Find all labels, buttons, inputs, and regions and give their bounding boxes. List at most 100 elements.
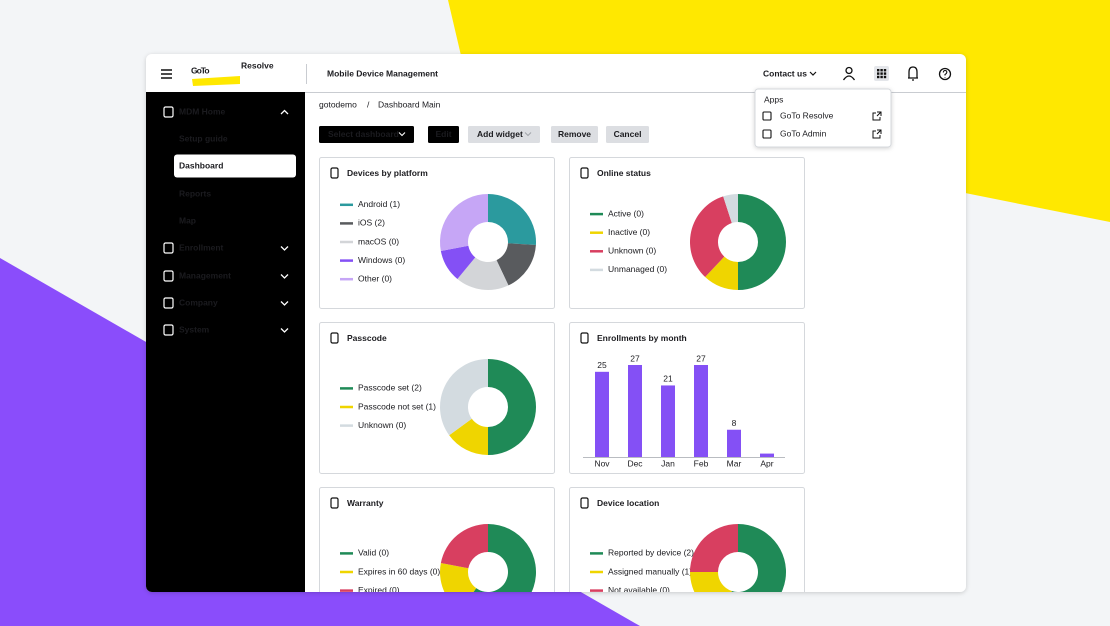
legend-label: Not available (0) [608,585,670,595]
donut-segment [690,524,738,572]
bar-category-label: Feb [694,458,709,468]
sidebar-item[interactable]: Management [179,270,231,280]
widget-title: Passcode [347,333,387,343]
widget-title: Devices by platform [347,168,428,178]
sidebar-chevron[interactable] [280,301,289,306]
donut-segment [440,359,488,436]
external-link-icon[interactable] [872,111,882,121]
apps-icon-dot [883,69,887,72]
donut-segment [723,194,738,223]
sidebar-item[interactable]: Map [179,215,196,225]
apps-icon-dot [880,72,883,75]
toolbar-button-label: Edit [435,129,451,139]
logo-product: Resolve [241,60,274,70]
logo: GoTo [191,65,209,75]
window-content: GoTo Resolve Mobile Device Management Conta… [146,60,966,595]
toolbar-button[interactable] [551,126,598,143]
sidebar-selected[interactable] [174,154,296,178]
bar-value-label: 25 [597,360,607,370]
legend-label: Active (0) [608,208,644,218]
legend-label: Other (0) [358,273,392,283]
bell-icon[interactable] [908,66,918,81]
header-title: Mobile Device Management [327,68,438,78]
bar [628,365,642,457]
widget-icon [580,332,589,344]
sidebar-chevron[interactable] [280,328,289,333]
legend-label: Inactive (0) [608,227,650,237]
apps-icon-dot [883,75,887,79]
toolbar-button[interactable] [606,126,649,143]
legend-label: Assigned manually (1) [608,566,692,576]
donut-segment [440,563,477,592]
bar [661,385,675,457]
legend-label: Passcode not set (1) [358,401,436,411]
toolbar-button[interactable] [428,126,459,143]
app-item[interactable]: GoTo Resolve [780,110,834,120]
apps-icon-dot [877,69,880,72]
app-icon [762,129,772,139]
breadcrumb-current: Dashboard Main [378,99,441,109]
legend-label: Unmanaged (0) [608,264,667,274]
legend-label: macOS (0) [358,236,399,246]
donut-segment [496,243,536,286]
apps-icon-dot [877,72,880,75]
contact-us[interactable]: Contact us [763,68,807,78]
sidebar-item[interactable]: Dashboard [179,160,223,170]
widget-title: Warranty [347,498,384,508]
sidebar-item[interactable]: System [179,324,210,334]
widget-title: Device location [597,498,659,508]
sidebar-item[interactable]: Company [179,297,218,307]
bar-value-label: 27 [696,353,706,363]
apps-icon-dot [883,72,887,75]
breadcrumb-link[interactable]: gotodemo [319,99,357,109]
legend-label: Android (1) [358,199,400,209]
bar-value-label: 21 [663,374,673,384]
sidebar-icon [163,242,174,254]
sidebar-chevron[interactable] [280,274,289,279]
donut-segment [488,193,537,246]
widget-icon [330,167,339,179]
donut-segment [738,194,786,290]
widget-icon [330,332,339,344]
sidebar-item[interactable]: Reports [179,188,211,198]
donut-segment [723,524,786,592]
external-link-icon[interactable] [872,129,882,139]
bar [595,371,609,457]
donut-segment [690,196,732,277]
donut-segment [488,359,536,455]
sidebar-item[interactable]: Enrollment [179,242,224,252]
app-icon [762,111,772,121]
toolbar-button[interactable] [319,126,414,143]
widget-title: Enrollments by month [597,333,687,343]
toolbar-button[interactable] [468,126,540,143]
sidebar-item[interactable]: Setup guide [179,133,228,143]
legend-label: iOS (2) [358,218,385,228]
sidebar-chevron[interactable] [280,109,289,115]
bar-value-label: 8 [732,418,737,428]
app-item[interactable]: GoTo Admin [780,128,827,138]
sidebar-icon [163,270,174,282]
user-icon[interactable] [845,66,853,75]
sidebar-item[interactable]: MDM Home [179,106,226,116]
bar-category-label: Dec [627,458,643,468]
help-icon[interactable] [938,67,952,81]
donut-segment [440,524,488,569]
bar-category-label: Nov [594,458,610,468]
apps-menu [754,88,892,148]
widget-title: Online status [597,168,651,178]
donut-segment [440,194,488,251]
sidebar-icon [163,106,174,118]
legend-label: Valid (0) [358,548,389,558]
legend-label: Passcode set (2) [358,383,422,393]
bar [760,453,774,457]
toolbar-button-label: Cancel [614,129,642,139]
sidebar-chevron[interactable] [280,246,289,251]
legend-label: Expired (0) [358,585,400,595]
user-icon-body [842,75,856,81]
bar [727,429,741,457]
widget-icon [330,497,339,509]
legend-label: Unknown (0) [358,420,406,430]
legend-label: Windows (0) [358,255,405,265]
